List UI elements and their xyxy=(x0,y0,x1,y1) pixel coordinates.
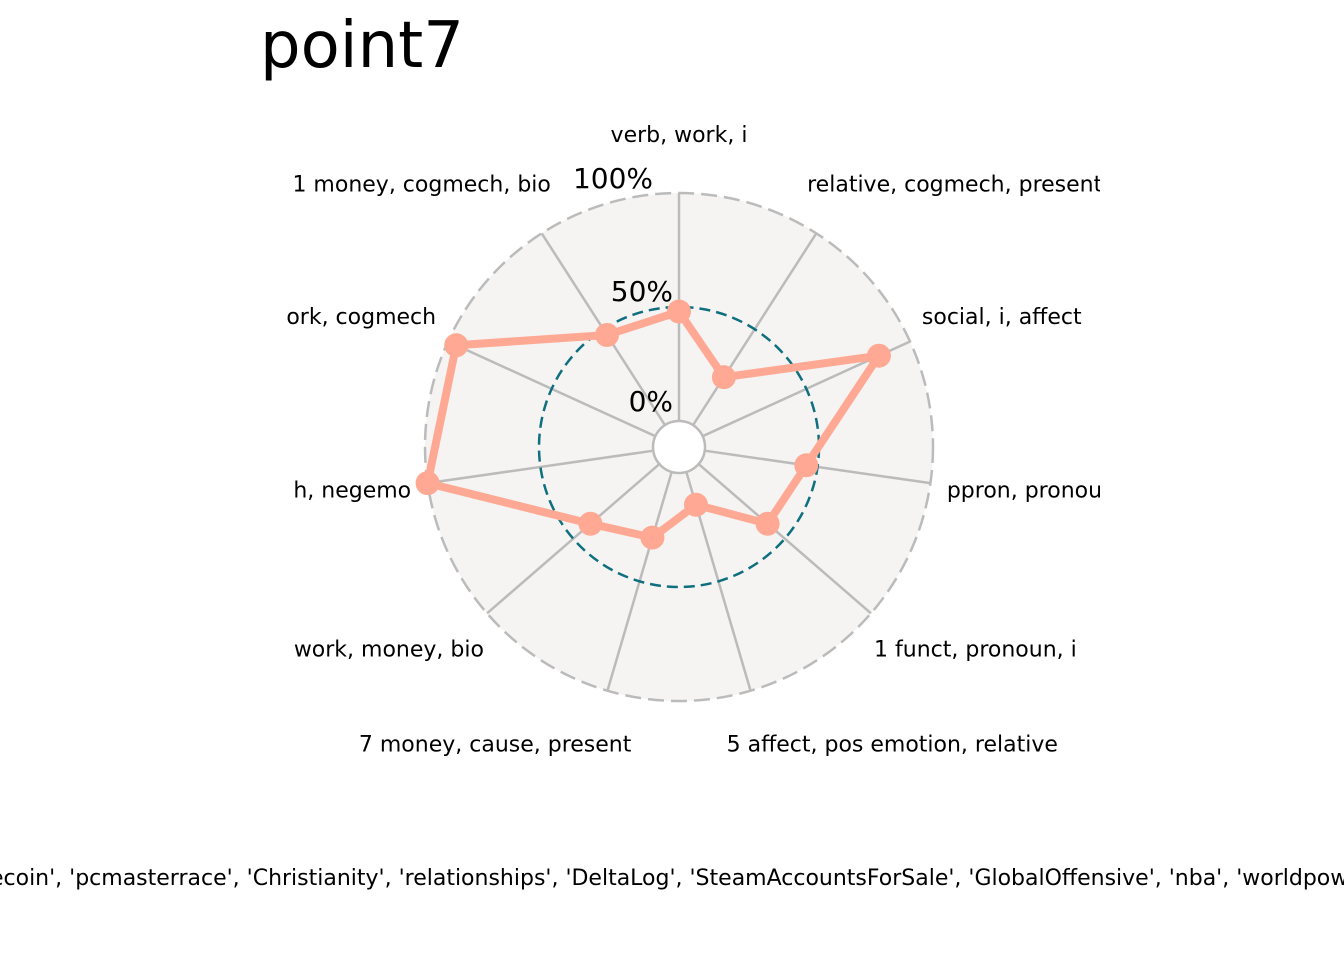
radar-background xyxy=(425,193,933,701)
radar-axis-label: h, negemo xyxy=(293,478,411,503)
radar-data-point xyxy=(578,511,603,536)
radar-axis-label: ppron, pronoun xyxy=(947,478,1116,503)
footer-text: 'RocketLeagueExchange', 'Bitcoin', 'doge… xyxy=(0,866,1344,891)
radar-data-point xyxy=(640,525,665,550)
radar-spoke xyxy=(427,449,654,485)
radar-axis-labels: verb, work, i relative, cogmech, present s… xyxy=(286,123,1116,757)
radar-axis-label: verb, work, i xyxy=(611,123,748,148)
radar-data-point xyxy=(866,343,891,368)
radar-data-point xyxy=(444,333,469,358)
radar-ring-label: 50% xyxy=(611,275,673,308)
radar-data-point xyxy=(755,511,780,536)
footer-subreddit-list: 'RocketLeagueExchange', 'Bitcoin', 'doge… xyxy=(0,866,1344,898)
chart-title: point7 xyxy=(260,9,464,83)
radar-data-point xyxy=(415,471,440,496)
radar-ring-label: 100% xyxy=(573,162,653,195)
radar-data-point xyxy=(794,453,819,478)
radar-axis-label: 5 affect, pos emotion, relative xyxy=(727,732,1058,757)
radar-axis-label: 7 money, cause, present xyxy=(359,732,632,757)
radar-data-point xyxy=(667,299,691,324)
radar-axis-label: 1 funct, pronoun, i xyxy=(874,638,1077,663)
radar-spoke xyxy=(697,463,872,615)
radar-data-point xyxy=(595,322,620,347)
radar-spoke xyxy=(486,463,661,615)
radar-axis-label: social, i, affect xyxy=(922,305,1082,330)
radar-ring-label: 0% xyxy=(629,385,673,418)
radar-ring-labels: 0% 50% 100% xyxy=(573,162,673,418)
radar-ring-inner xyxy=(651,419,707,475)
radar-series xyxy=(415,299,891,550)
radar-series-line xyxy=(423,307,883,542)
radar-ring-outer xyxy=(423,191,935,703)
radar-data-point xyxy=(711,365,736,390)
radar-axis-label: work, money, bio xyxy=(294,638,484,663)
radar-axis-label: ork, cogmech xyxy=(286,305,436,330)
radar-axis-label: 1 money, cogmech, bio xyxy=(292,172,550,197)
radar-data-point xyxy=(683,492,708,517)
radar-axis-label: relative, cogmech, present xyxy=(807,172,1102,197)
radar-center-hole xyxy=(654,422,704,472)
